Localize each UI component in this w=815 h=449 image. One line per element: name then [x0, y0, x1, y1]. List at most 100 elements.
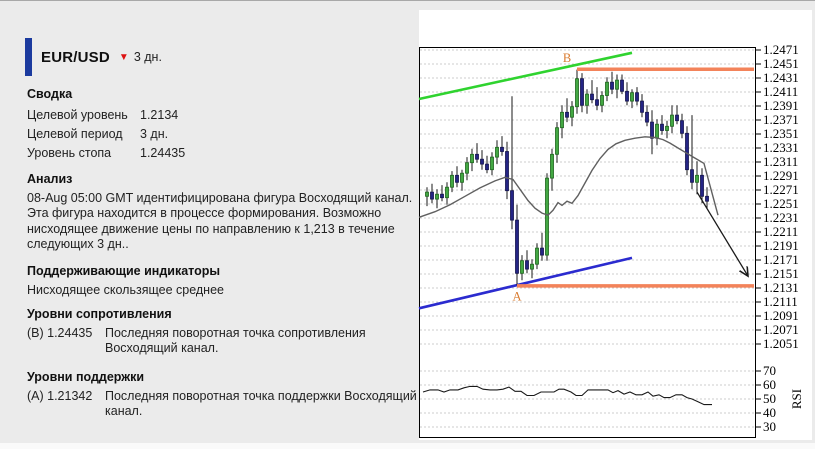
candlestick-body	[500, 146, 504, 152]
candlestick-body	[515, 219, 519, 274]
candlestick-body	[470, 153, 474, 164]
summary-label: Уровень стопа	[27, 145, 112, 160]
resistance-title: Уровни сопротивления	[27, 307, 172, 321]
indicators-text: Нисходящее скользящее среднее	[27, 282, 224, 297]
summary-row: Уровень стопа 1.24435	[27, 144, 185, 163]
price-tick-label: 1.2271	[763, 182, 799, 197]
candlestick-body	[490, 156, 494, 171]
chart-trendlines	[418, 51, 633, 310]
candlestick-body	[545, 177, 549, 256]
price-tick-label: 1.2171	[763, 252, 799, 267]
candlestick-body	[430, 191, 434, 200]
candlestick-body	[650, 121, 654, 139]
resistance-level-value: (B) 1.24435	[27, 325, 93, 340]
projection-arrow	[696, 191, 748, 276]
rsi-tick-label: 70	[763, 363, 776, 378]
price-tick-label: 1.2051	[763, 336, 799, 351]
analysis-section: Анализ 08-Aug 05:00 GMT идентифицирована…	[27, 172, 425, 253]
candlestick-body	[595, 99, 599, 106]
price-tick-label: 1.2311	[763, 154, 798, 169]
rsi-line	[422, 385, 712, 406]
candlestick-body	[475, 153, 479, 160]
candlestick-body	[480, 158, 484, 165]
resistance-level-desc: Последняя поворотная точка сопротивления…	[105, 325, 366, 356]
summary-row: Целевой период 3 дн.	[27, 125, 185, 144]
price-tick-label: 1.2291	[763, 168, 799, 183]
candlestick-body	[535, 247, 539, 265]
price-tick-label: 1.2191	[763, 238, 799, 253]
chart-axis: 1.24711.24511.24311.24111.23911.23711.23…	[755, 42, 804, 434]
candlestick-body	[635, 92, 639, 102]
candlestick-body	[630, 92, 634, 102]
candlestick-body	[440, 193, 444, 199]
candlestick-body	[580, 78, 584, 106]
candlestick-body	[445, 186, 449, 199]
analysis-text: 08-Aug 05:00 GMT идентифицирована фигура…	[27, 190, 413, 252]
price-tick-label: 1.2411	[763, 84, 798, 99]
candlestick-body	[495, 146, 499, 158]
candlestick-body	[565, 111, 569, 118]
support-row: (A) 1.21342 Последняя поворотная точка п…	[27, 389, 417, 420]
candlestick-body	[510, 190, 514, 221]
price-tick-label: 1.2331	[763, 140, 799, 155]
rsi-tick-label: 50	[763, 391, 776, 406]
candlestick-body	[625, 90, 629, 102]
candlestick-body	[570, 106, 574, 118]
candlestick-body	[610, 81, 614, 90]
candlestick-body	[435, 193, 439, 200]
candlestick-body	[590, 93, 594, 101]
instrument-header[interactable]: EUR/USD ▼ 3 дн.	[25, 38, 162, 76]
support-level-value: (A) 1.21342	[27, 388, 93, 403]
price-tick-label: 1.2111	[763, 294, 798, 309]
resistance-row: (B) 1.24435 Последняя поворотная точка с…	[27, 326, 417, 357]
candlestick-body	[655, 123, 659, 139]
candlestick-body	[705, 195, 709, 202]
price-tick-label: 1.2131	[763, 280, 799, 295]
chart-candles	[425, 69, 709, 286]
accent-bar	[25, 38, 32, 76]
analysis-title: Анализ	[27, 172, 73, 186]
candlestick-body	[425, 191, 429, 197]
chart-moving-average	[418, 136, 719, 218]
candlestick-body	[575, 78, 579, 108]
bottom-strip	[0, 443, 815, 449]
candlestick-body	[695, 174, 699, 183]
candlestick-body	[560, 111, 564, 129]
resistance-section: Уровни сопротивления (B) 1.24435 Последн…	[27, 307, 417, 357]
rsi-tick-label: 60	[763, 377, 776, 392]
rsi-axis-title: RSI	[789, 389, 804, 409]
rsi-tick-label: 30	[763, 419, 776, 434]
candlestick-body	[700, 174, 704, 197]
summary-label: Целевой уровень	[27, 107, 128, 122]
rsi-tick-label: 40	[763, 405, 776, 420]
candlestick-body	[690, 169, 694, 183]
price-tick-label: 1.2431	[763, 70, 799, 85]
candlestick-body	[605, 81, 609, 96]
trend-down-icon: ▼	[118, 51, 129, 63]
summary-title: Сводка	[27, 87, 73, 101]
candlestick-body	[685, 132, 689, 171]
support-title: Уровни поддержки	[27, 370, 145, 384]
candlestick-body	[460, 172, 464, 183]
chart-annotations: BA	[512, 51, 748, 303]
chart-rsi	[422, 385, 712, 406]
lower-channel-trendline	[418, 256, 633, 310]
upper-channel-trendline	[418, 51, 633, 101]
summary-value: 1.2134	[140, 107, 179, 122]
chart-levels	[517, 67, 754, 288]
candlestick-body	[465, 162, 469, 174]
price-tick-label: 1.2211	[763, 224, 798, 239]
support-level-desc: Последняя поворотная точка поддержки Вос…	[105, 388, 417, 419]
candlestick-body	[520, 260, 524, 274]
pivot-label-b: B	[563, 51, 571, 65]
price-tick-label: 1.2071	[763, 322, 799, 337]
candlestick-body	[615, 79, 619, 90]
price-tick-label: 1.2371	[763, 112, 799, 127]
price-tick-label: 1.2471	[763, 42, 799, 57]
candlestick-body	[555, 127, 559, 155]
pivot-label-a: A	[512, 289, 521, 303]
candlestick-body	[505, 151, 509, 192]
candlestick-body	[665, 125, 669, 131]
